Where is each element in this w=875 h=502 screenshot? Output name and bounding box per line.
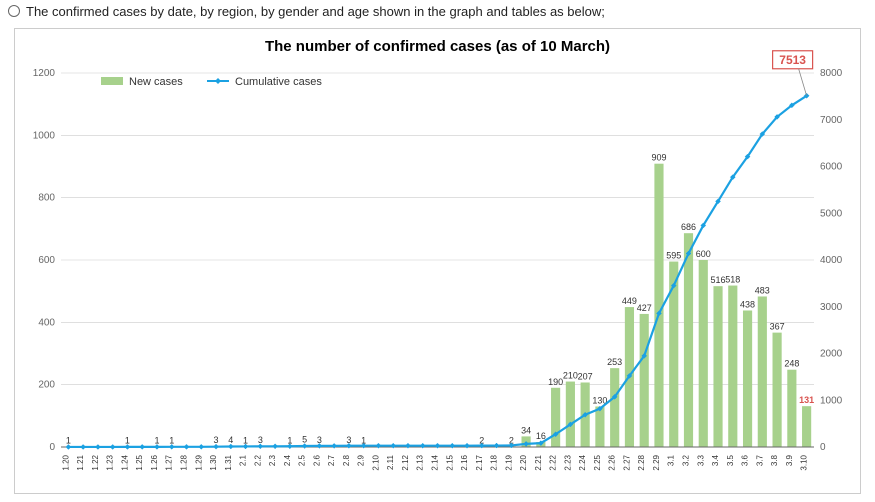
svg-text:207: 207 [578,371,593,381]
svg-text:2.13: 2.13 [416,454,425,470]
svg-text:253: 253 [607,357,622,367]
svg-text:1.28: 1.28 [180,454,189,470]
svg-text:1.24: 1.24 [120,454,129,470]
svg-text:4000: 4000 [820,255,843,266]
svg-text:483: 483 [755,285,770,295]
svg-text:2.16: 2.16 [460,454,469,470]
svg-text:2.1: 2.1 [239,454,248,466]
chart-container: The number of confirmed cases (as of 10 … [14,28,861,494]
svg-text:3.1: 3.1 [667,454,676,466]
svg-text:0: 0 [49,442,55,453]
confirmed-cases-chart: The number of confirmed cases (as of 10 … [15,29,860,493]
svg-text:2.18: 2.18 [490,454,499,470]
svg-text:2.2: 2.2 [253,454,262,466]
svg-text:449: 449 [622,296,637,306]
svg-text:210: 210 [563,371,578,381]
svg-text:2.8: 2.8 [342,454,351,466]
svg-text:2.28: 2.28 [637,454,646,470]
svg-text:1000: 1000 [820,395,843,406]
svg-text:4: 4 [228,435,233,445]
svg-text:7513: 7513 [779,53,806,67]
svg-text:2.12: 2.12 [401,454,410,470]
svg-text:1200: 1200 [33,68,56,79]
svg-text:2.26: 2.26 [608,454,617,470]
svg-text:Cumulative cases: Cumulative cases [235,76,322,88]
svg-text:2.20: 2.20 [519,454,528,470]
svg-text:190: 190 [548,377,563,387]
svg-text:2.24: 2.24 [578,454,587,470]
svg-text:3000: 3000 [820,302,843,313]
svg-text:367: 367 [770,322,785,332]
svg-text:600: 600 [38,255,55,266]
svg-text:5: 5 [302,434,307,444]
svg-text:2.17: 2.17 [475,454,484,470]
svg-text:3.2: 3.2 [682,454,691,466]
svg-text:2.6: 2.6 [312,454,321,466]
svg-text:1.29: 1.29 [194,454,203,470]
svg-text:3.10: 3.10 [800,454,809,470]
svg-text:1.23: 1.23 [106,454,115,470]
svg-text:3: 3 [214,435,219,445]
svg-text:16: 16 [536,431,546,441]
svg-text:595: 595 [666,251,681,261]
svg-text:34: 34 [521,425,531,435]
svg-text:1.22: 1.22 [91,454,100,470]
intro-text: The confirmed cases by date, by region, … [26,4,605,19]
svg-text:1.26: 1.26 [150,454,159,470]
svg-text:6000: 6000 [820,162,843,173]
svg-text:2.15: 2.15 [445,454,454,470]
svg-text:2.11: 2.11 [386,454,395,470]
svg-text:2.19: 2.19 [504,454,513,470]
svg-text:3.9: 3.9 [785,454,794,466]
svg-text:2.29: 2.29 [652,454,661,470]
svg-text:0: 0 [820,442,826,453]
svg-text:7000: 7000 [820,115,843,126]
svg-text:1.20: 1.20 [61,454,70,470]
svg-text:2.27: 2.27 [622,454,631,470]
svg-text:518: 518 [725,275,740,285]
svg-text:800: 800 [38,193,55,204]
svg-text:131: 131 [799,395,814,405]
svg-text:2.4: 2.4 [283,454,292,466]
svg-text:200: 200 [38,380,55,391]
svg-text:400: 400 [38,317,55,328]
svg-text:2.5: 2.5 [298,454,307,466]
svg-text:2.23: 2.23 [563,454,572,470]
svg-text:5000: 5000 [820,208,843,219]
svg-text:8000: 8000 [820,68,843,79]
svg-text:686: 686 [681,222,696,232]
intro-row: The confirmed cases by date, by region, … [0,0,875,21]
svg-text:2.7: 2.7 [327,454,336,466]
svg-text:New cases: New cases [129,76,183,88]
svg-text:427: 427 [637,303,652,313]
svg-text:909: 909 [651,153,666,163]
svg-text:1000: 1000 [33,130,56,141]
svg-text:600: 600 [696,249,711,259]
svg-text:438: 438 [740,299,755,309]
svg-text:3.4: 3.4 [711,454,720,466]
svg-text:The number of confirmed cases: The number of confirmed cases (as of 10 … [265,38,610,55]
svg-text:3.3: 3.3 [696,454,705,466]
svg-text:1.30: 1.30 [209,454,218,470]
svg-text:516: 516 [711,275,726,285]
svg-text:2.22: 2.22 [549,454,558,470]
svg-text:3.7: 3.7 [755,454,764,466]
bullet-icon [8,5,20,17]
svg-text:3.8: 3.8 [770,454,779,466]
svg-text:1.27: 1.27 [165,454,174,470]
svg-text:2.14: 2.14 [431,454,440,470]
svg-text:2.21: 2.21 [534,454,543,470]
svg-text:2.10: 2.10 [371,454,380,470]
svg-text:3.6: 3.6 [741,454,750,466]
svg-text:3.5: 3.5 [726,454,735,466]
svg-text:248: 248 [784,359,799,369]
svg-text:1.31: 1.31 [224,454,233,470]
svg-text:1.21: 1.21 [76,454,85,470]
svg-text:2.25: 2.25 [593,454,602,470]
svg-text:2000: 2000 [820,349,843,360]
svg-text:2.3: 2.3 [268,454,277,466]
svg-text:2.9: 2.9 [357,454,366,466]
svg-text:1.25: 1.25 [135,454,144,470]
